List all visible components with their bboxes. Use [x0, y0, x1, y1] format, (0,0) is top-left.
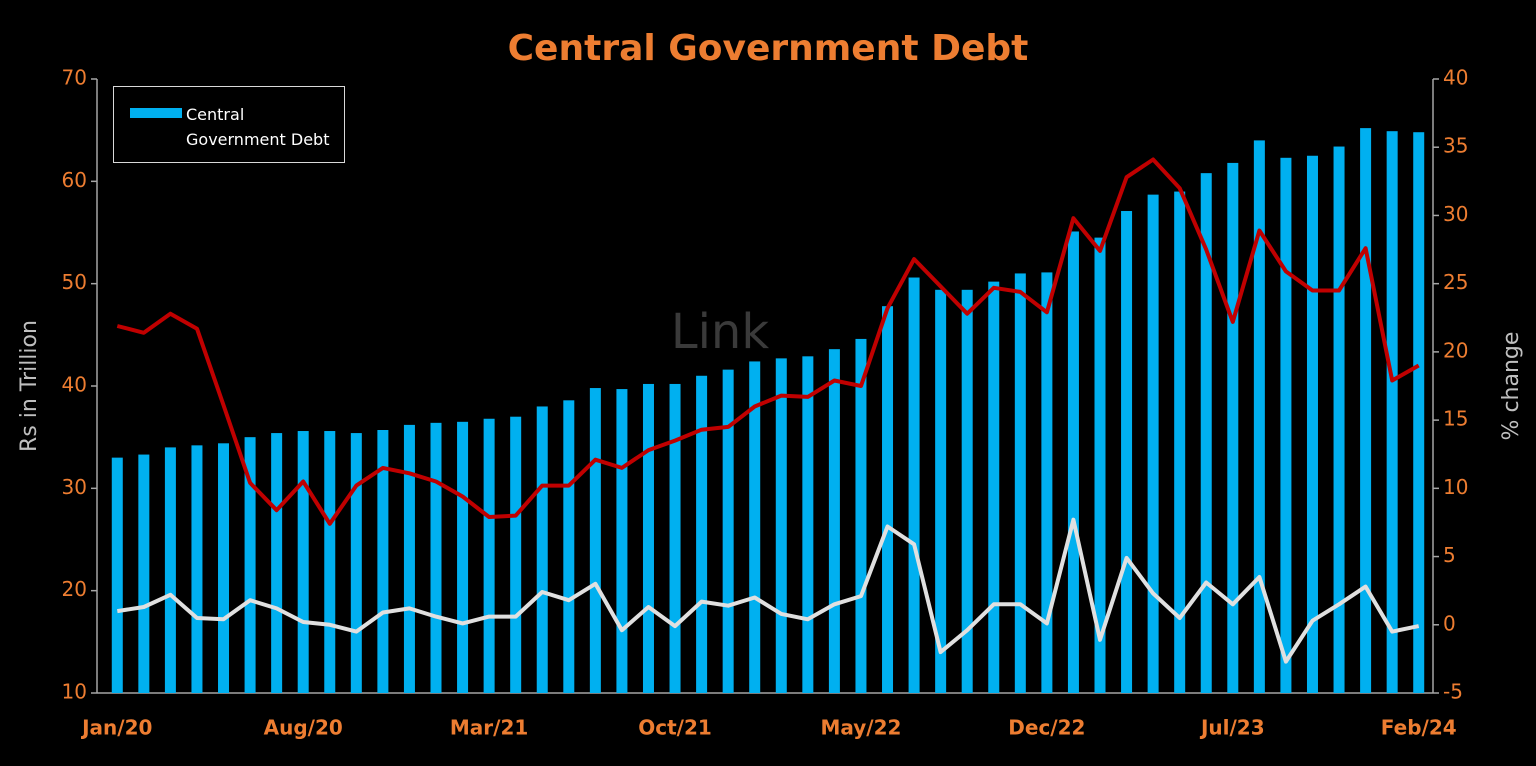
bar [218, 443, 230, 693]
watermark: Link [671, 304, 770, 360]
x-tick-label: Mar/21 [450, 716, 528, 740]
bar [457, 421, 469, 693]
bar [1200, 173, 1212, 693]
x-tick-label: Oct/21 [638, 716, 712, 740]
bar [536, 406, 548, 693]
y2-tick-label: 20 [1443, 338, 1468, 362]
bar [749, 361, 761, 693]
y2-tick-label: 15 [1443, 407, 1468, 431]
bar [1227, 162, 1239, 693]
x-tick-label: Jan/20 [80, 716, 152, 740]
bar [908, 277, 920, 693]
bar [802, 356, 814, 693]
bar [138, 454, 150, 693]
bar [430, 422, 442, 693]
bar [164, 447, 176, 693]
bar [1094, 237, 1106, 693]
legend: Central Government Debt [113, 86, 345, 163]
y-axis-title: Rs in Trillion [17, 320, 42, 452]
bar [297, 431, 309, 693]
y2-tick-label: 25 [1443, 270, 1468, 294]
bar [616, 389, 628, 693]
bar [642, 383, 654, 693]
y-tick-label: 40 [62, 373, 87, 397]
y2-tick-label: 10 [1443, 475, 1468, 499]
bar [483, 418, 495, 693]
y2-tick-label: 35 [1443, 134, 1468, 158]
y-tick-label: 20 [62, 577, 87, 601]
bar [1253, 140, 1265, 693]
x-tick-label: Aug/20 [264, 716, 343, 740]
bar [882, 306, 894, 693]
line-series [116, 157, 1420, 526]
bar [828, 349, 840, 693]
bar [377, 430, 389, 693]
bar [403, 424, 415, 693]
chart-title: Central Government Debt [508, 28, 1029, 69]
bar [696, 375, 708, 693]
y2-tick-label: 30 [1443, 202, 1468, 226]
bar [722, 369, 734, 693]
bar [988, 281, 1000, 693]
bar [1014, 273, 1026, 693]
y2-tick-label: 5 [1443, 543, 1456, 567]
bar [1121, 211, 1133, 693]
bar [1333, 146, 1345, 694]
x-tick-label: Jul/23 [1199, 716, 1265, 740]
legend-swatch [130, 108, 182, 118]
line-series [116, 517, 1420, 664]
bar [271, 433, 283, 693]
bar [669, 383, 681, 693]
bar [1280, 157, 1292, 694]
y-tick-label: 10 [62, 680, 87, 704]
bar [111, 457, 123, 693]
y-tick-label: 30 [62, 475, 87, 499]
y2-tick-label: -5 [1443, 680, 1463, 704]
y-tick-label: 50 [62, 270, 87, 294]
x-tick-label: May/22 [820, 716, 901, 740]
bar [1041, 272, 1053, 693]
bar [244, 437, 256, 693]
bar [775, 358, 787, 693]
x-tick-label: Feb/24 [1381, 716, 1457, 740]
y-tick-label: 60 [62, 168, 87, 192]
y2-axis-title: % change [1499, 332, 1524, 441]
bar [563, 400, 575, 693]
bar [855, 338, 867, 693]
y2-tick-label: 0 [1443, 611, 1456, 635]
bar [589, 388, 601, 693]
bar [324, 431, 336, 693]
bar [1306, 155, 1318, 693]
bar [1413, 132, 1425, 694]
bar [510, 416, 522, 693]
bar [1174, 191, 1186, 694]
bar [1360, 128, 1372, 693]
bar [350, 433, 362, 693]
bar [1067, 231, 1079, 693]
y2-tick-label: 40 [1443, 66, 1468, 90]
legend-label: Central Government Debt [186, 105, 330, 149]
y-tick-label: 70 [62, 66, 87, 90]
bar [935, 289, 947, 693]
bar [1147, 194, 1159, 694]
bar [191, 445, 203, 693]
bar [1386, 131, 1398, 693]
x-tick-label: Dec/22 [1008, 716, 1085, 740]
bar [961, 289, 973, 693]
